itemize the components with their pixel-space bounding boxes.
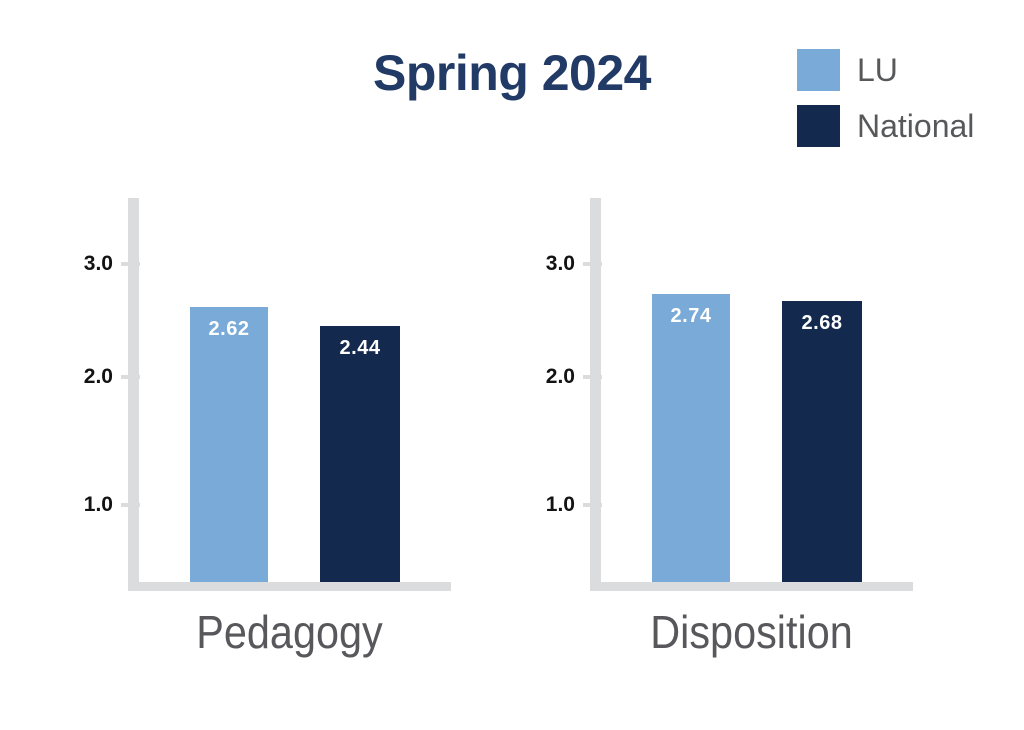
bar-value-label: 2.68 — [801, 312, 843, 334]
bar-lu-disposition: 2.74 — [652, 294, 730, 582]
y-axis-line — [128, 198, 139, 591]
chart-title: Spring 2024 — [373, 45, 651, 101]
legend: LU National — [797, 49, 974, 161]
chart-panel-disposition: 3.0 2.0 1.0 2.74 2.68 Disposition — [546, 195, 977, 675]
legend-swatch-national-icon — [797, 105, 840, 147]
y-tick-label: 1.0 — [83, 493, 113, 516]
legend-item-national: National — [797, 105, 974, 147]
x-category-label-pedagogy: Pedagogy — [196, 606, 383, 658]
y-tick-mark — [583, 375, 602, 379]
legend-label-lu: LU — [857, 51, 898, 88]
bar-value-label: 2.62 — [208, 318, 250, 340]
y-tick-label: 2.0 — [545, 365, 575, 388]
chart-panel-pedagogy: 3.0 2.0 1.0 2.62 2.44 Pedagogy — [84, 195, 515, 675]
bar-value-label: 2.74 — [670, 305, 712, 327]
bar-national-pedagogy: 2.44 — [320, 326, 400, 582]
plot-area: 2.62 2.44 — [128, 198, 451, 582]
legend-item-lu: LU — [797, 49, 974, 91]
x-category-label-disposition: Disposition — [650, 606, 853, 658]
y-tick-label: 3.0 — [83, 252, 113, 275]
y-tick-mark — [121, 262, 140, 266]
y-tick-mark — [583, 262, 602, 266]
y-tick-label: 1.0 — [545, 493, 575, 516]
legend-swatch-lu-icon — [797, 49, 840, 91]
bar-lu-pedagogy: 2.62 — [190, 307, 268, 582]
x-axis-line — [590, 582, 913, 591]
y-tick-label: 3.0 — [545, 252, 575, 275]
y-tick-mark — [121, 503, 140, 507]
y-tick-mark — [121, 375, 140, 379]
x-axis-line — [128, 582, 451, 591]
plot-area: 2.74 2.68 — [590, 198, 913, 582]
y-tick-mark — [583, 503, 602, 507]
bar-value-label: 2.44 — [339, 337, 381, 359]
y-tick-label: 2.0 — [83, 365, 113, 388]
bar-national-disposition: 2.68 — [782, 301, 862, 582]
y-axis-line — [590, 198, 601, 591]
legend-label-national: National — [857, 107, 975, 144]
